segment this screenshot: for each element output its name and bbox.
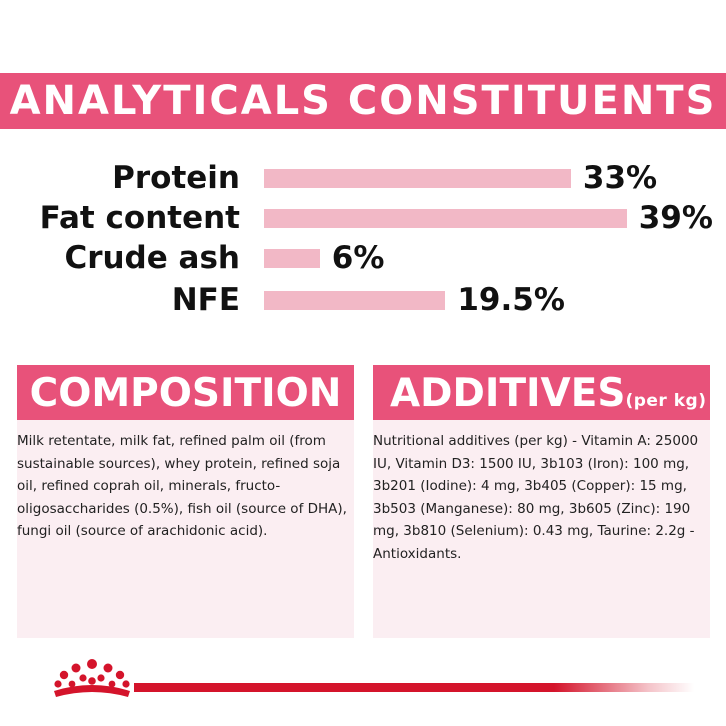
row-value-protein: 33% xyxy=(582,160,658,196)
analyticals-title: ANALYTICALS CONSTITUENTS xyxy=(9,78,717,124)
composition-header xyxy=(17,365,354,420)
row-value-nfe: 19.5% xyxy=(457,282,565,318)
composition-title: COMPOSITION xyxy=(29,371,342,416)
additives-header xyxy=(373,365,710,420)
bar-nfe xyxy=(264,291,446,310)
analyticals-banner xyxy=(0,73,726,129)
crown-logo-icon xyxy=(50,657,134,701)
row-label-crude-ash: Crude ash xyxy=(64,240,240,276)
additives-title: ADDITIVES(per kg) xyxy=(390,365,710,420)
footer-brand-line xyxy=(134,683,694,692)
row-label-nfe: NFE xyxy=(171,282,240,318)
bar-fat-content xyxy=(264,209,627,228)
composition-text: Milk retentate, milk fat, refined palm o… xyxy=(17,433,347,539)
additives-title-suffix: (per kg) xyxy=(625,391,707,411)
row-value-fat-content: 39% xyxy=(638,200,713,236)
row-value-crude-ash: 6% xyxy=(331,240,385,276)
additives-text: Nutritional additives (per kg) - Vitamin… xyxy=(373,433,699,562)
bar-crude-ash xyxy=(264,249,320,268)
additives-title-main: ADDITIVES xyxy=(390,371,626,416)
bar-protein xyxy=(264,169,571,188)
row-label-protein: Protein xyxy=(112,160,240,196)
row-label-fat-content: Fat content xyxy=(39,200,240,236)
